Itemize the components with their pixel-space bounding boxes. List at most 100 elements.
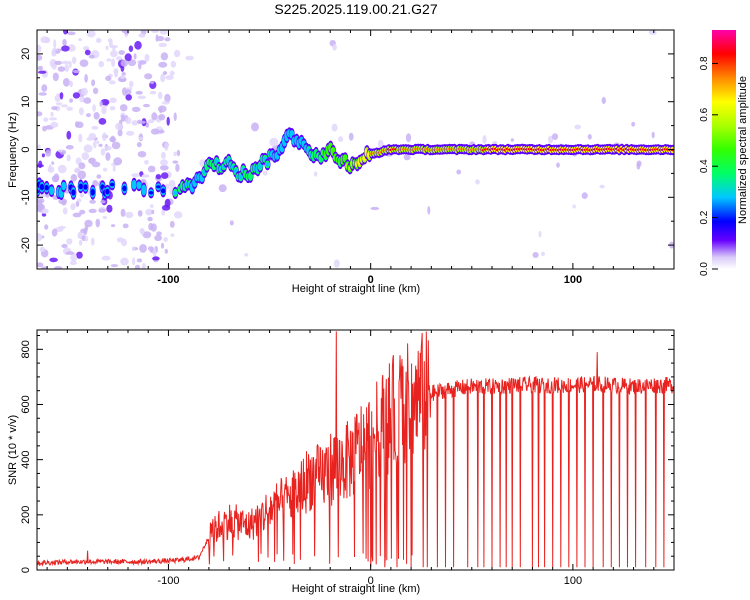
spectrogram-cell <box>120 59 128 67</box>
spectrogram-cell <box>218 184 227 193</box>
spectrogram-cell <box>556 162 560 168</box>
spectrogram-cell <box>165 75 174 80</box>
spectrogram-cell <box>173 151 177 157</box>
spectrogram-cell <box>68 60 72 68</box>
spectrogram-cell <box>158 91 163 100</box>
spectrogram-cell <box>159 165 169 171</box>
spectrogram-cell <box>125 211 134 219</box>
spectrogram-cell <box>105 45 109 51</box>
spectrogram-ytick-label: -20 <box>20 237 32 253</box>
spectrogram-cell <box>92 87 99 95</box>
spectrogram-cell <box>51 228 58 237</box>
spectrogram-cell <box>98 118 107 125</box>
spectrogram-cell <box>51 50 57 57</box>
spectrogram-cell <box>105 188 110 195</box>
spectrogram-cell <box>95 218 101 228</box>
spectrogram-cell <box>88 208 97 214</box>
spectrogram-cell <box>156 185 161 189</box>
spectrogram-cell <box>44 184 49 191</box>
spectrogram-cell <box>651 131 655 139</box>
spectrogram-cell <box>76 251 83 259</box>
spectrogram-cell <box>144 160 149 165</box>
spectrogram-cell <box>166 116 170 126</box>
spectrogram-cell <box>104 145 112 151</box>
spectrogram-cell <box>136 183 142 188</box>
spectrogram-cell <box>57 164 67 174</box>
spectrogram-cell <box>93 112 100 120</box>
spectrogram-cell <box>160 151 166 159</box>
spectrogram-cell <box>79 193 84 198</box>
snr-frame <box>36 329 675 571</box>
spectrogram-cell <box>144 73 153 80</box>
snr-ytick-label: 600 <box>20 395 32 413</box>
spectrogram-cell <box>313 171 318 177</box>
spectrogram-cell <box>111 224 116 228</box>
spectrogram-cell <box>92 179 99 187</box>
spectrogram-cell <box>99 100 103 107</box>
spectrogram-cell <box>248 173 253 179</box>
spectrogram-cell <box>92 104 96 112</box>
spectrogram-cell <box>53 39 57 49</box>
spectrogram-cell <box>105 152 111 161</box>
spectrogram-cell <box>62 30 68 35</box>
spectrogram-cell <box>154 234 163 242</box>
spectrogram-cell <box>41 266 48 269</box>
spectrogram-cell <box>269 137 279 147</box>
spectrogram-cell <box>43 117 49 122</box>
spectrogram-cell <box>88 157 96 164</box>
spectrogram-cell <box>492 141 498 144</box>
spectrogram-cell <box>79 209 86 215</box>
spectrogram-ridge <box>37 127 674 201</box>
spectrogram-cell <box>72 212 82 218</box>
snr-ytick-label: 200 <box>20 506 32 524</box>
spectrogram-cell <box>101 106 107 115</box>
spectrogram-cell <box>176 149 181 157</box>
spectrogram-cell <box>61 60 70 65</box>
spectrogram-cell <box>169 220 175 228</box>
spectrogram-cell <box>150 204 154 209</box>
spectrogram-cell <box>139 244 147 253</box>
spectrogram-cell <box>83 184 88 190</box>
spectrogram-cell <box>133 53 137 60</box>
spectrogram-cell <box>143 103 150 108</box>
spectrogram-cell <box>121 238 127 247</box>
spectrogram-cell <box>161 172 169 180</box>
spectrogram-xlabel: Height of straight line (km) <box>292 283 420 295</box>
spectrogram-cell <box>151 209 155 215</box>
spectrogram-cell <box>185 55 195 61</box>
spectrogram-cell <box>58 198 68 205</box>
spectrogram-cell <box>117 129 123 137</box>
spectrogram-cell <box>54 94 61 102</box>
spectrogram-cell <box>70 203 76 211</box>
spectrogram-cell <box>98 208 106 213</box>
spectrogram-cell <box>141 174 150 178</box>
spectrogram-cell <box>125 94 132 101</box>
spectrogram-cell <box>39 193 47 198</box>
spectrogram-cell <box>141 186 146 194</box>
spectrogram-cell <box>74 167 80 174</box>
spectrogram-cell <box>238 174 243 180</box>
spectrogram-cell <box>57 149 63 153</box>
spectrogram-cell <box>572 204 576 209</box>
spectrogram-cell <box>581 192 588 200</box>
spectrogram-cell <box>151 30 159 33</box>
spectrogram-cell <box>587 134 592 140</box>
spectrogram-cell <box>160 52 169 61</box>
spectrogram-cell <box>139 60 147 65</box>
spectrogram-ytick-label: 10 <box>20 96 32 108</box>
spectrogram-cell <box>77 198 82 203</box>
spectrogram-cell <box>62 38 67 46</box>
spectrogram-cell <box>532 252 539 258</box>
spectrogram-cell <box>174 211 183 219</box>
spectrogram-cell <box>109 45 119 49</box>
spectrogram-cell <box>136 142 142 148</box>
spectrogram-cell <box>147 216 153 222</box>
spectrogram-cell <box>107 38 113 43</box>
spectrogram-cell <box>475 179 480 185</box>
spectrogram-cell <box>147 119 155 124</box>
spectrogram-cell <box>91 125 99 130</box>
spectrogram-cell <box>155 174 162 180</box>
spectrogram-cell <box>120 208 126 217</box>
spectrogram-cell <box>66 154 71 162</box>
spectrogram-cell <box>265 162 270 167</box>
